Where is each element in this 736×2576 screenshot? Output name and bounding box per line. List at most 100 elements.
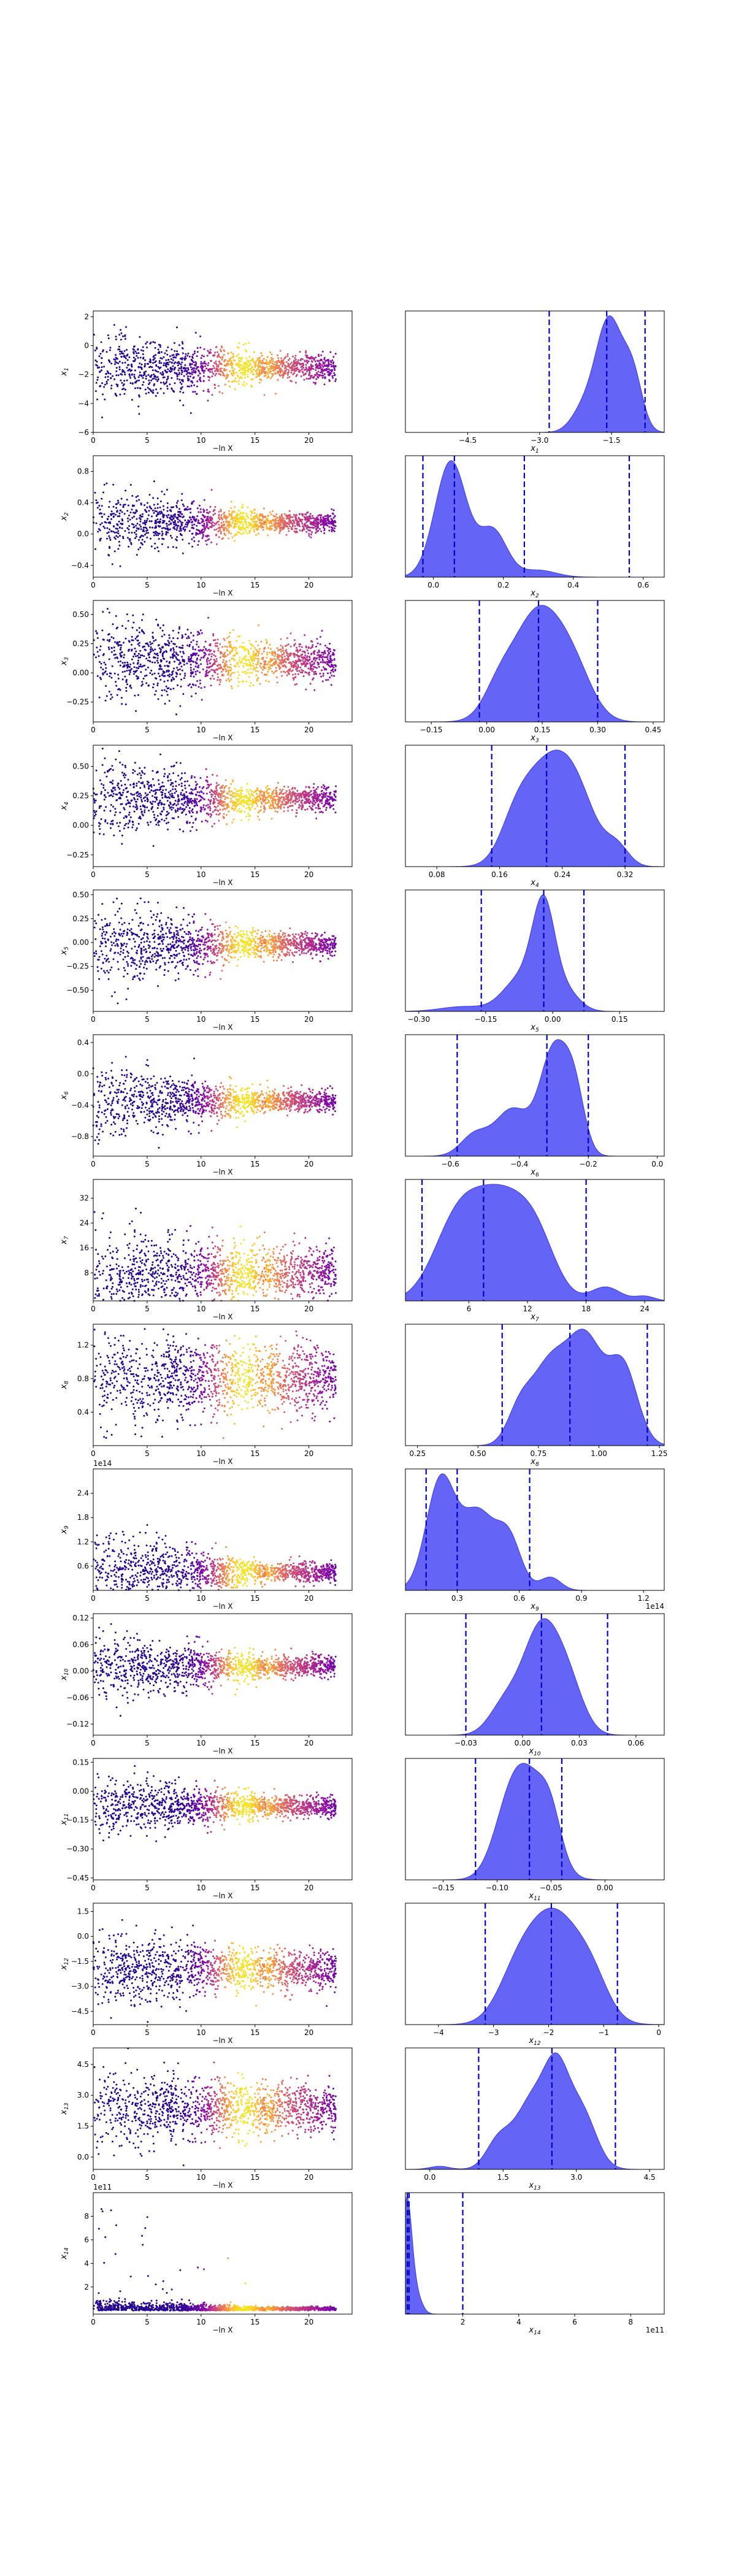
trace-point [140, 799, 143, 801]
trace-point [256, 651, 259, 653]
trace-point [221, 670, 223, 673]
trace-point [183, 370, 186, 372]
trace-point [125, 690, 128, 692]
trace-point [207, 364, 209, 367]
trace-point [166, 670, 168, 673]
trace-point [190, 655, 193, 657]
trace-point [104, 398, 106, 401]
trace-point [250, 681, 252, 684]
trace-point [160, 381, 162, 384]
trace-point [176, 375, 178, 378]
trace-point [298, 513, 301, 515]
trace-point [121, 662, 124, 664]
trace-point [109, 349, 111, 351]
trace-point [301, 513, 303, 515]
trace-point [191, 373, 193, 375]
trace-point [144, 540, 146, 543]
trace-point [126, 499, 128, 501]
trace-point [234, 517, 236, 519]
trace-point [166, 525, 168, 527]
trace-point [283, 513, 286, 515]
trace-point [121, 764, 124, 766]
trace-point [269, 667, 272, 670]
trace-point [131, 635, 133, 638]
trace-point [218, 683, 221, 686]
trace-point [327, 516, 329, 519]
trace-point [207, 535, 210, 537]
trace-point [171, 348, 173, 351]
trace-point [182, 367, 185, 370]
trace-point [110, 677, 113, 679]
trace-point [135, 535, 137, 538]
trace-point [167, 514, 170, 516]
trace-point [171, 680, 173, 682]
trace-point [153, 531, 156, 534]
trace-point [196, 643, 198, 646]
trace-point [267, 519, 269, 522]
trace-point [152, 497, 155, 499]
trace-point [334, 515, 336, 517]
trace-point [280, 651, 283, 653]
trace-point [230, 678, 232, 681]
trace-point [105, 382, 108, 385]
trace-point [144, 809, 146, 811]
trace-point [172, 527, 175, 529]
trace-point [195, 662, 197, 665]
trace-point [113, 650, 115, 652]
trace-point [202, 515, 205, 517]
trace-point [318, 514, 321, 516]
trace-point [171, 673, 174, 675]
trace-point [138, 499, 140, 501]
trace-point [288, 789, 291, 791]
trace-point [113, 378, 115, 380]
trace-point [193, 634, 194, 637]
trace-point [285, 356, 287, 358]
trace-point [229, 385, 231, 388]
trace-point [145, 530, 148, 532]
trace-point [98, 661, 101, 663]
trace-point [245, 658, 247, 661]
trace-point [168, 520, 171, 523]
y-axis-label: x1 [59, 367, 70, 376]
trace-point [230, 361, 232, 364]
trace-point [114, 359, 117, 361]
trace-point [176, 350, 178, 353]
trace-point [206, 663, 209, 665]
trace-point [188, 807, 191, 809]
trace-point [329, 672, 332, 674]
trace-point [93, 334, 95, 336]
trace-point [252, 662, 255, 665]
trace-point [284, 665, 286, 667]
trace-point [238, 380, 240, 382]
trace-point [293, 656, 296, 658]
trace-point [286, 637, 288, 639]
trace-point [265, 680, 267, 682]
trace-point [242, 343, 245, 346]
trace-point [101, 369, 102, 372]
trace-point [134, 770, 136, 772]
trace-point [255, 369, 258, 372]
trace-point [166, 523, 168, 525]
trace-point [259, 683, 261, 685]
trace-point [229, 632, 231, 634]
trace-point [328, 519, 330, 521]
trace-point [179, 527, 182, 529]
trace-point [164, 643, 166, 645]
trace-point [99, 779, 101, 781]
trace-point [161, 522, 164, 524]
trace-point [236, 374, 239, 377]
trace-point [248, 789, 251, 791]
trace-point [201, 528, 204, 531]
trace-point [237, 513, 239, 516]
trace-point [204, 640, 207, 643]
trace-point [241, 377, 243, 379]
trace-point [117, 499, 119, 502]
trace-point [163, 362, 165, 364]
trace-point [242, 524, 244, 526]
trace-point [283, 526, 285, 529]
trace-point [174, 809, 177, 811]
trace-point [112, 637, 115, 639]
trace-point [225, 679, 228, 681]
trace-point [310, 357, 312, 359]
trace-point [263, 371, 265, 374]
